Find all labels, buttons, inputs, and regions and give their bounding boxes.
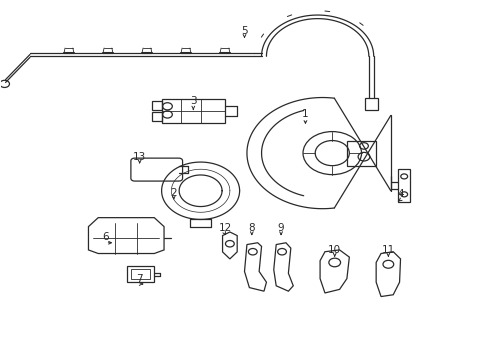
Text: 12: 12 — [218, 224, 231, 233]
Text: 6: 6 — [102, 232, 109, 242]
Bar — [346, 140, 375, 166]
Bar — [131, 269, 150, 279]
Bar — [127, 266, 154, 282]
Bar — [152, 112, 161, 121]
Bar — [365, 98, 377, 110]
Text: 1: 1 — [302, 109, 308, 119]
Bar — [161, 99, 224, 123]
Text: 13: 13 — [133, 152, 146, 162]
Text: 2: 2 — [170, 188, 177, 198]
Bar — [397, 169, 409, 202]
Text: 8: 8 — [248, 224, 255, 233]
Text: 9: 9 — [277, 224, 284, 233]
Text: 7: 7 — [136, 274, 142, 284]
Text: 4: 4 — [396, 189, 403, 199]
Text: 3: 3 — [190, 96, 196, 106]
Text: 5: 5 — [241, 26, 247, 36]
Text: 10: 10 — [327, 245, 341, 255]
Text: 11: 11 — [381, 245, 394, 255]
Bar — [152, 101, 161, 110]
